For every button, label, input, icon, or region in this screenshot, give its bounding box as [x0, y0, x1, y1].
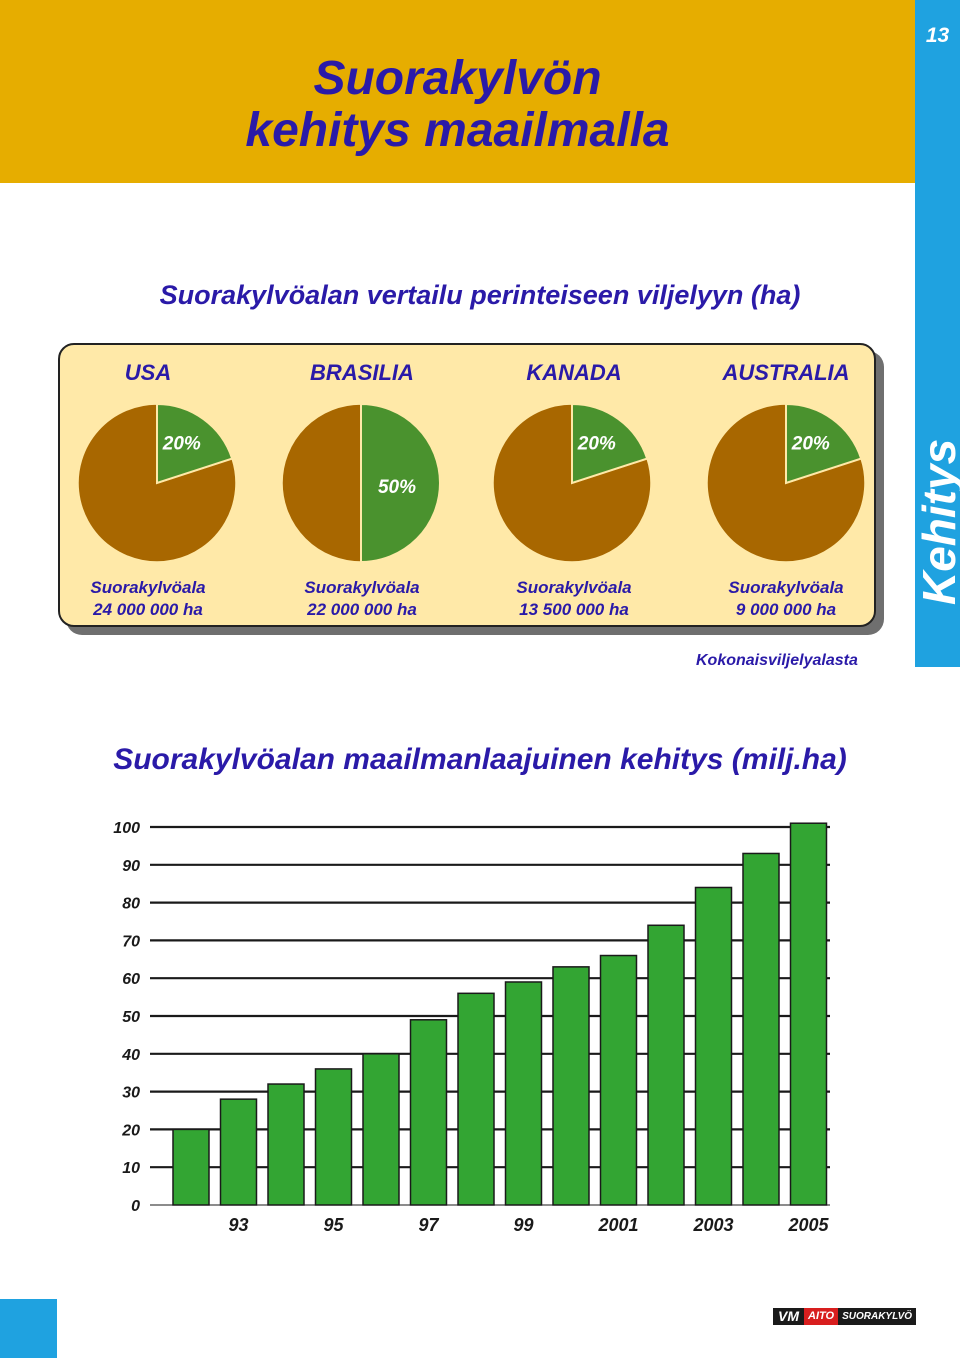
- brand-logo: VM AITO SUORAKYLVÖ: [773, 1308, 917, 1325]
- x-tick-label: 2003: [692, 1215, 733, 1235]
- y-tick-label: 40: [121, 1047, 140, 1064]
- pie-share-label-usa: 20%: [162, 433, 201, 454]
- logo-suora: SUORAKYLVÖ: [838, 1308, 917, 1325]
- bar: [457, 992, 495, 1206]
- logo-vm: VM: [773, 1308, 804, 1325]
- country-name-usa: USA: [124, 360, 172, 385]
- area-label: Suorakylvöala: [304, 578, 420, 597]
- y-tick-label: 90: [122, 858, 140, 875]
- y-tick-label: 100: [113, 820, 140, 837]
- bar: [409, 1019, 448, 1206]
- country-name-kanada: KANADA: [526, 360, 622, 385]
- area-value: 13 500 000 ha: [519, 600, 629, 619]
- bar: [267, 1083, 305, 1206]
- page-header: [0, 0, 915, 183]
- pie-share-slice-kanada: [571, 402, 649, 485]
- bar: [789, 822, 828, 1206]
- y-tick-label: 10: [122, 1160, 140, 1177]
- x-tick-label: 97: [418, 1215, 439, 1235]
- bar: [172, 1128, 210, 1206]
- y-tick-label: 80: [122, 896, 140, 913]
- side-strip: 13 Kehitys: [913, 0, 960, 667]
- pie-caption-brasilia: Suorakylvöala 22 000 000 ha: [262, 577, 462, 621]
- comparison-title: Suorakylvöalan vertailu perinteiseen vil…: [159, 280, 801, 310]
- y-tick-label: 0: [131, 1198, 140, 1215]
- pie-share-label-australia: 20%: [791, 433, 830, 454]
- x-tick-label: 2001: [597, 1215, 638, 1235]
- area-label: Suorakylvöala: [90, 578, 206, 597]
- y-tick-label: 50: [122, 1009, 140, 1026]
- pie-rest-slice-brasilia: [281, 403, 362, 563]
- x-tick-label: 95: [323, 1215, 344, 1235]
- page-number: 13: [925, 24, 950, 47]
- page-title-line2: kehitys maailmalla: [245, 104, 670, 157]
- pie-footnote: Kokonaisviljelyalasta: [696, 652, 858, 669]
- chart-title: Suorakylvöalan maailmanlaajuinen kehitys…: [113, 743, 847, 776]
- pie-caption-kanada: Suorakylvöala 13 500 000 ha: [474, 577, 674, 621]
- pie-share-label-brasilia: 50%: [378, 477, 416, 498]
- y-tick-label: 30: [122, 1085, 140, 1102]
- x-tick-label: 99: [513, 1215, 533, 1235]
- bar: [552, 966, 590, 1206]
- area-label: Suorakylvöala: [516, 578, 632, 597]
- country-name-brasilia: BRASILIA: [310, 360, 414, 385]
- bar: [504, 981, 543, 1206]
- bar: [742, 852, 780, 1206]
- pie-share-label-kanada: 20%: [577, 433, 616, 454]
- y-tick-label: 70: [122, 933, 140, 950]
- area-value: 9 000 000 ha: [735, 600, 837, 619]
- bar: [647, 924, 685, 1206]
- bar: [362, 1053, 400, 1206]
- pie-caption-australia: Suorakylvöala 9 000 000 ha: [686, 577, 886, 621]
- x-tick-label: 93: [228, 1215, 248, 1235]
- pie-share-slice-usa: [156, 402, 234, 485]
- area-value: 22 000 000 ha: [307, 600, 417, 619]
- bar: [314, 1068, 353, 1206]
- area-value: 24 000 000 ha: [93, 600, 203, 619]
- pie-share-slice-brasilia: [360, 402, 441, 564]
- y-tick-label: 20: [121, 1122, 140, 1139]
- area-label: Suorakylvöala: [728, 578, 844, 597]
- bar: [694, 886, 733, 1206]
- pie-caption-usa: Suorakylvöala 24 000 000 ha: [48, 577, 248, 621]
- y-tick-label: 60: [122, 971, 140, 988]
- corner-block: [0, 1299, 57, 1358]
- bar: [219, 1098, 258, 1206]
- bar: [599, 954, 638, 1206]
- x-tick-label: 2005: [787, 1215, 829, 1235]
- logo-aito: AITO: [804, 1308, 839, 1325]
- pie-charts: 20% 50% 20% 20%: [77, 402, 866, 564]
- country-name-australia: AUSTRALIA: [722, 360, 850, 385]
- page-title-line1: Suorakylvön: [313, 52, 602, 105]
- pie-share-slice-australia: [785, 402, 863, 485]
